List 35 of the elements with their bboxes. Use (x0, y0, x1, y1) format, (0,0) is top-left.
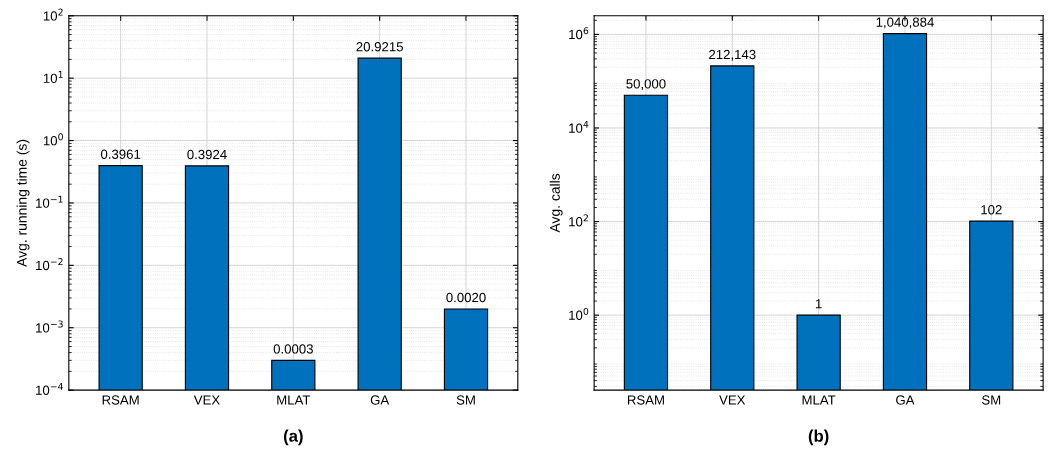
y-tick-label: 10$^{0}$ (43, 133, 63, 146)
data-label: 0.0020 (446, 292, 486, 303)
y-axis-title: Avg. calls (549, 173, 563, 233)
x-tick-label: RSAM (102, 395, 139, 405)
x-tick-label: SM (982, 395, 1001, 405)
data-label: 102 (981, 205, 1002, 215)
x-tick-label: VEX (719, 395, 746, 405)
data-label: 20.9215 (356, 42, 403, 52)
x-tick-label: SM (456, 395, 475, 405)
y-tick-label: 10$^{1}$ (43, 71, 63, 83)
y-tick-label: 10$^{0}$ (569, 307, 589, 320)
data-label: 212,143 (709, 49, 756, 61)
x-tick-label: MLAT (277, 395, 311, 405)
data-label: 1,040,884 (876, 17, 934, 29)
y-tick-label: 10$^{−1}$ (36, 195, 63, 208)
x-tick-label: VEX (193, 395, 220, 405)
y-tick-label: 10$^{2}$ (569, 214, 588, 227)
y-tick-label: 10$^{4}$ (569, 120, 589, 133)
text: (a) (283, 429, 303, 446)
x-tick-label: RSAM (627, 395, 664, 405)
text: (b) (808, 429, 829, 446)
data-label: 1 (815, 299, 822, 309)
x-tick-label: GA (896, 395, 915, 405)
y-tick-label: 10$^{−2}$ (36, 258, 63, 271)
data-label: 0.0003 (273, 344, 313, 354)
y-axis-title: Avg. running time (s) (16, 139, 30, 267)
y-tick-label: 10$^{−3}$ (36, 320, 63, 333)
x-tick-label: MLAT (802, 395, 836, 405)
data-label: 0.3924 (187, 149, 227, 160)
y-tick-label: 10$^{−4}$ (36, 383, 63, 395)
y-tick-label: 10$^{6}$ (569, 27, 589, 40)
y-tick-label: 10$^{2}$ (43, 8, 63, 21)
x-tick-label: GA (370, 395, 390, 405)
data-label: 50,000 (626, 79, 666, 91)
data-label: 0.3961 (100, 149, 141, 159)
